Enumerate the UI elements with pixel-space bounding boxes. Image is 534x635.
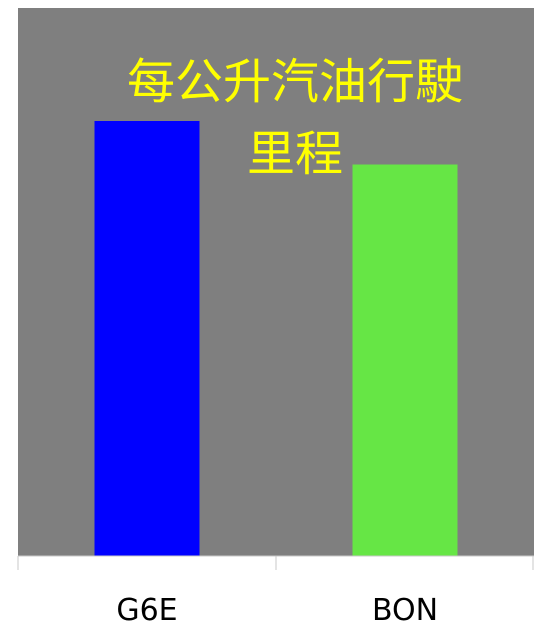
x-axis-ticks [17, 556, 534, 570]
chart-title-line-2: 里程 [247, 126, 343, 182]
bar-bon [352, 164, 458, 556]
chart-title-line-1: 每公升汽油行駛 [127, 54, 463, 110]
bars [94, 121, 458, 556]
category-label-g6e: G6E [116, 593, 177, 628]
category-label-bon: BON [372, 593, 438, 628]
category-labels: G6E BON [116, 593, 438, 628]
bar-g6e [94, 121, 200, 556]
